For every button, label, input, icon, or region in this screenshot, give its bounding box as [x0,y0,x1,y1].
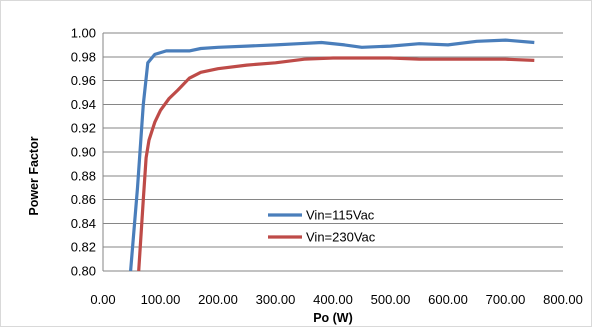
y-tick-label-0.94: 0.94 [71,97,96,112]
y-tick-label-0.92: 0.92 [71,121,96,136]
x-tick-label-0.00: 0.00 [90,292,115,307]
y-tick-label-0.86: 0.86 [71,192,96,207]
y-tick-label-0.84: 0.84 [71,216,96,231]
x-tick-label-200.00: 200.00 [198,292,238,307]
y-tick-label-0.82: 0.82 [71,240,96,255]
legend-label-2: Vin=230Vac [306,230,376,245]
x-tick-label-100.00: 100.00 [141,292,181,307]
x-tick-label-500.00: 500.00 [371,292,411,307]
y-tick-label-0.80: 0.80 [71,264,96,279]
series-line-1 [129,38,535,272]
x-axis-title: Po (W) [313,311,353,325]
x-tick-labels: 0.00 100.00 200.00 300.00 400.00 500.00 600.00… [90,292,583,307]
y-tick-labels: 0.80 0.82 0.84 0.86 0.88 0.90 0.92 0.94 0.96 0.98… [71,26,96,279]
legend: Vin=115Vac Vin=230Vac [268,208,376,245]
y-axis-title: Power Factor [27,136,41,215]
x-tick-label-800.00: 800.00 [543,292,583,307]
x-tick-label-600.00: 600.00 [428,292,468,307]
y-tick-label-0.88: 0.88 [71,168,96,183]
y-tick-label-0.98: 0.98 [71,49,96,64]
y-tick-label-0.90: 0.90 [71,145,96,160]
x-tick-label-300.00: 300.00 [256,292,296,307]
series-lines [129,38,535,272]
series-line-2 [137,56,535,272]
x-tick-label-400.00: 400.00 [313,292,353,307]
legend-label-1: Vin=115Vac [306,208,375,223]
y-tick-label-0.96: 0.96 [71,73,96,88]
y-tick-label-1.00: 1.00 [71,26,96,41]
x-tick-label-700.00: 700.00 [486,292,526,307]
